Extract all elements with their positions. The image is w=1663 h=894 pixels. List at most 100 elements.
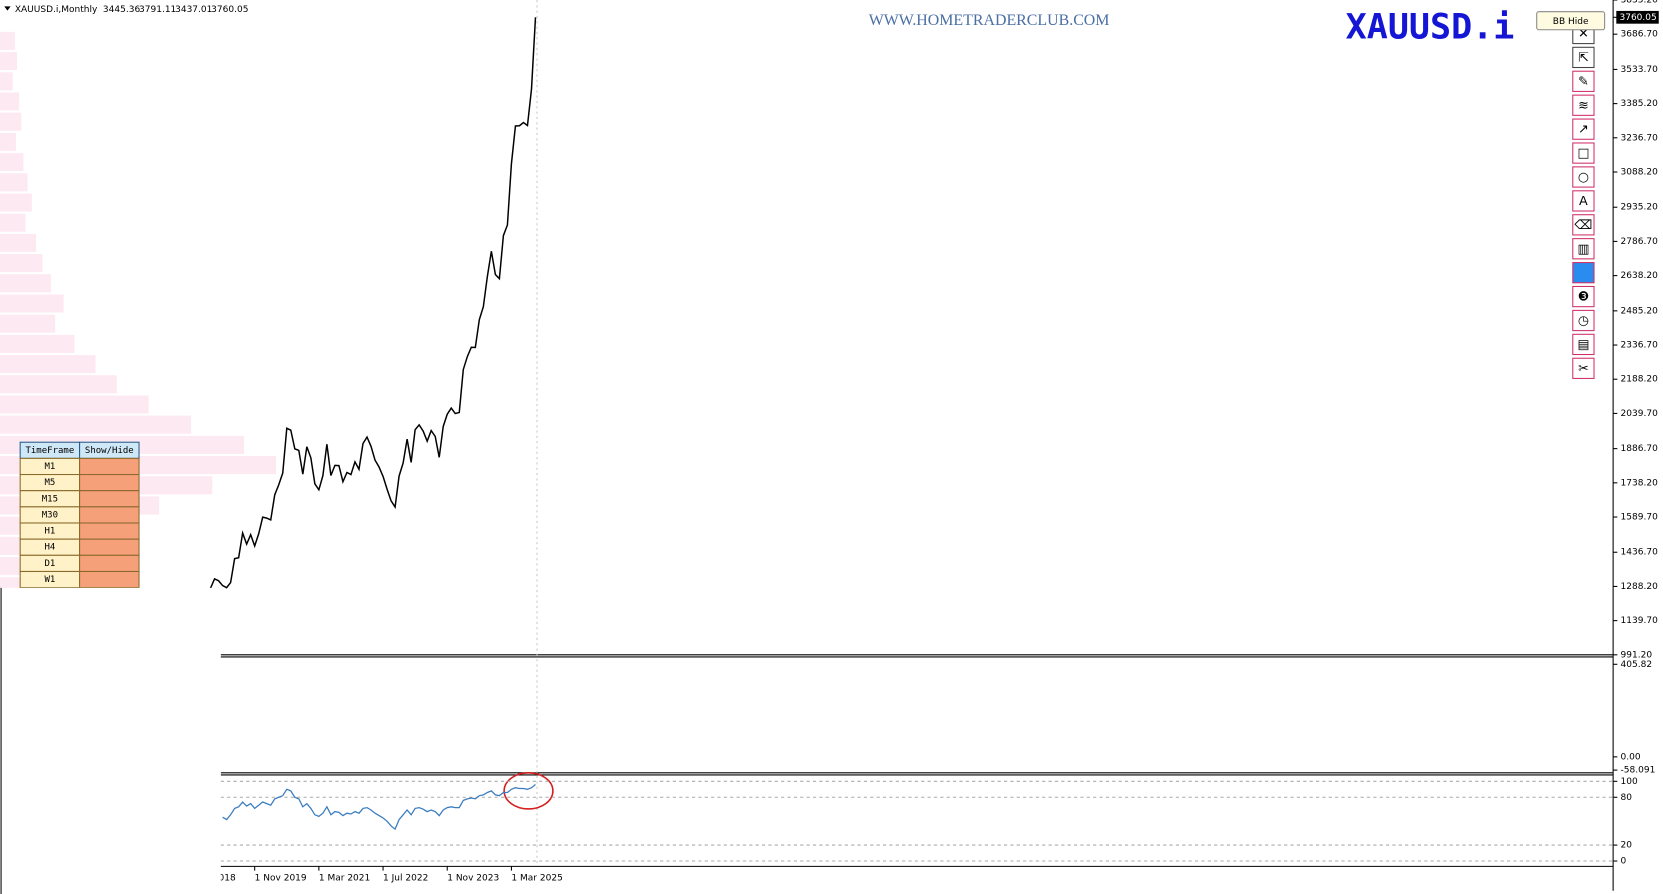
y-tick-label: 3686.70	[1621, 30, 1659, 40]
bb-hide-button[interactable]	[1536, 11, 1606, 31]
tool-icon[interactable]: ≋	[1578, 98, 1589, 113]
menu-arrow[interactable]	[4, 6, 11, 11]
profile-bar	[0, 213, 26, 232]
y-tick-label: 991.20	[1621, 650, 1653, 660]
tool-icon[interactable]: ✎	[1578, 74, 1589, 89]
tool-button[interactable]	[1572, 309, 1595, 332]
show-hide-toggle[interactable]	[79, 538, 140, 556]
tool-button[interactable]	[1572, 238, 1595, 260]
tool-icon[interactable]: ✕	[1578, 27, 1589, 42]
profile-bar	[0, 72, 13, 91]
timeframe-label: M5	[44, 478, 55, 488]
tool-button[interactable]	[1572, 333, 1595, 356]
tool-icon[interactable]: ✂	[1578, 361, 1589, 376]
profile-bar	[0, 274, 51, 293]
timeframe-label: H1	[44, 527, 55, 537]
tool-icon[interactable]: ▤	[1577, 337, 1589, 352]
profile-bar	[0, 254, 43, 273]
x-tick-label: 1 Mar 2021	[319, 874, 370, 884]
tool-button[interactable]	[1572, 94, 1595, 116]
timeframe-label: D1	[44, 559, 55, 569]
last-price-label: 3760.05	[1619, 13, 1656, 23]
close-price: 3760.05	[211, 5, 248, 15]
tool-icon[interactable]: A	[1579, 194, 1588, 209]
tool-button[interactable]	[1572, 285, 1595, 308]
profile-bar	[0, 31, 15, 50]
y-tick-label: 3385.20	[1621, 99, 1659, 109]
y-tick-label: 0	[1621, 857, 1627, 867]
bb-hide-label[interactable]: BB Hide	[1553, 17, 1589, 27]
y-tick-label: 1139.70	[1621, 616, 1659, 626]
profile-bar	[0, 193, 32, 212]
y-tick-label: 2485.20	[1621, 306, 1659, 316]
y-tick-label: 3236.70	[1621, 133, 1659, 143]
tool-button[interactable]	[1572, 214, 1595, 236]
show-hide-toggle[interactable]	[79, 474, 140, 492]
show-hide-toggle[interactable]	[79, 490, 140, 508]
tool-button[interactable]	[1572, 118, 1595, 140]
tool-button[interactable]	[1572, 262, 1595, 284]
tool-icon[interactable]: ○	[1578, 170, 1589, 185]
tool-button[interactable]	[1572, 142, 1595, 164]
y-tick-label: 80	[1621, 793, 1633, 803]
profile-bar	[0, 112, 22, 131]
tool-button[interactable]	[1572, 166, 1595, 188]
symbol-period: XAUUSD.i,Monthly	[15, 5, 98, 15]
profile-bar	[0, 355, 96, 374]
tool-icon[interactable]: ❸	[1578, 290, 1589, 305]
y-tick-label: 20	[1621, 841, 1633, 851]
x-tick-label: 1 Nov 2023	[447, 874, 499, 884]
x-tick-label: 1 Jul 2022	[383, 874, 428, 884]
y-tick-label: 1886.70	[1621, 444, 1659, 454]
timeframe-label: H4	[44, 543, 55, 553]
toolbar: ✕ ⇱ ✎ ≋ ↗ □ ○ A ⌫ ▥ ❸ ◷ ▤ ✂	[1572, 22, 1595, 379]
open-price: 3445.36	[103, 5, 141, 15]
profile-bar	[0, 173, 28, 192]
x-tick-label: 1 Mar 2025	[511, 874, 562, 884]
profile-bar	[0, 92, 20, 111]
profile-bar	[0, 314, 56, 333]
high-price: 3791.11	[139, 5, 176, 15]
y-tick-label: 0.00	[1621, 752, 1641, 762]
show-hide-toggle[interactable]	[79, 522, 140, 540]
show-hide-toggle[interactable]	[79, 570, 140, 589]
tool-button[interactable]	[1572, 357, 1595, 379]
tool-icon[interactable]: ▥	[1577, 242, 1589, 257]
y-tick-label: 2039.70	[1621, 409, 1659, 419]
y-tick-label: 1589.70	[1621, 513, 1659, 523]
tool-button[interactable]	[1572, 70, 1595, 92]
overlay	[0, 587, 221, 894]
low-price: 3437.01	[175, 5, 212, 15]
annotation-circle	[503, 772, 554, 810]
timeframe-label: M1	[44, 462, 55, 472]
y-tick-label: 1436.70	[1621, 548, 1659, 558]
tool-button[interactable]	[1572, 190, 1595, 212]
tool-icon[interactable]: ◷	[1578, 314, 1589, 329]
timeframe-label: W1	[44, 575, 55, 585]
profile-bar	[0, 153, 24, 172]
y-tick-label: 2786.70	[1621, 237, 1659, 247]
y-tick-label: 1288.20	[1621, 582, 1659, 592]
tool-icon[interactable]: ⌫	[1573, 218, 1592, 233]
show-hide-toggle[interactable]	[79, 457, 140, 476]
y-tick-label: -58.091	[1621, 766, 1656, 776]
y-tick-label: 3088.20	[1621, 167, 1659, 177]
watermark: WWW.HOMETRADERCLUB.COM	[869, 12, 1110, 29]
y-tick-label: 100	[1621, 777, 1638, 787]
x-tick-label: 1 Nov 2019	[255, 874, 307, 884]
y-tick-label: 3835.20	[1621, 0, 1659, 6]
show-hide-toggle[interactable]	[79, 506, 140, 524]
timeframe-label: M15	[42, 494, 58, 504]
profile-bar	[0, 52, 17, 71]
show-hide-toggle[interactable]	[79, 554, 140, 573]
tool-icon[interactable]: ⇱	[1578, 50, 1589, 65]
tool-icon[interactable]: □	[1577, 146, 1589, 161]
timeframe-label: M30	[42, 510, 58, 520]
y-tick-label: 3533.70	[1621, 65, 1659, 75]
tool-icon[interactable]: ↗	[1578, 122, 1589, 137]
series-line	[222, 784, 536, 831]
tool-button[interactable]	[1572, 46, 1595, 69]
symbol-banner: XAUUSD.i	[1346, 7, 1515, 48]
